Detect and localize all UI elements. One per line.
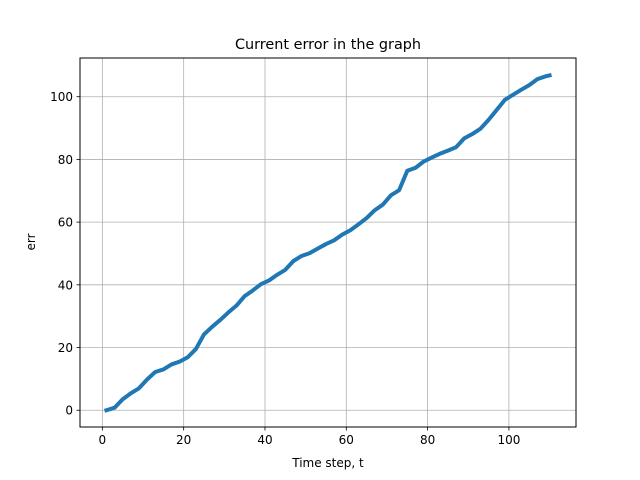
y-tick-label: 20 bbox=[58, 341, 73, 355]
series-line bbox=[103, 73, 552, 413]
chart-title: Current error in the graph bbox=[235, 37, 421, 53]
y-tick-label: 60 bbox=[58, 216, 73, 230]
x-tick-label: 100 bbox=[497, 433, 520, 447]
y-tick-label: 80 bbox=[58, 153, 73, 167]
x-tick-label: 40 bbox=[257, 433, 272, 447]
y-tick-label: 0 bbox=[65, 404, 73, 418]
x-tick-label: 80 bbox=[420, 433, 435, 447]
x-tick-label: 20 bbox=[176, 433, 191, 447]
ticks: 0 20 40 60 80 100 0 20 40 60 80 100 bbox=[50, 90, 520, 447]
plot-area bbox=[103, 73, 552, 413]
grid bbox=[80, 58, 576, 427]
x-axis-label: Time step, t bbox=[291, 456, 364, 470]
y-axis-label: err bbox=[24, 233, 38, 250]
x-tick-label: 60 bbox=[339, 433, 354, 447]
y-tick-label: 100 bbox=[50, 90, 73, 104]
y-tick-label: 40 bbox=[58, 278, 73, 292]
x-tick-label: 0 bbox=[99, 433, 107, 447]
axes-frame bbox=[79, 57, 577, 428]
